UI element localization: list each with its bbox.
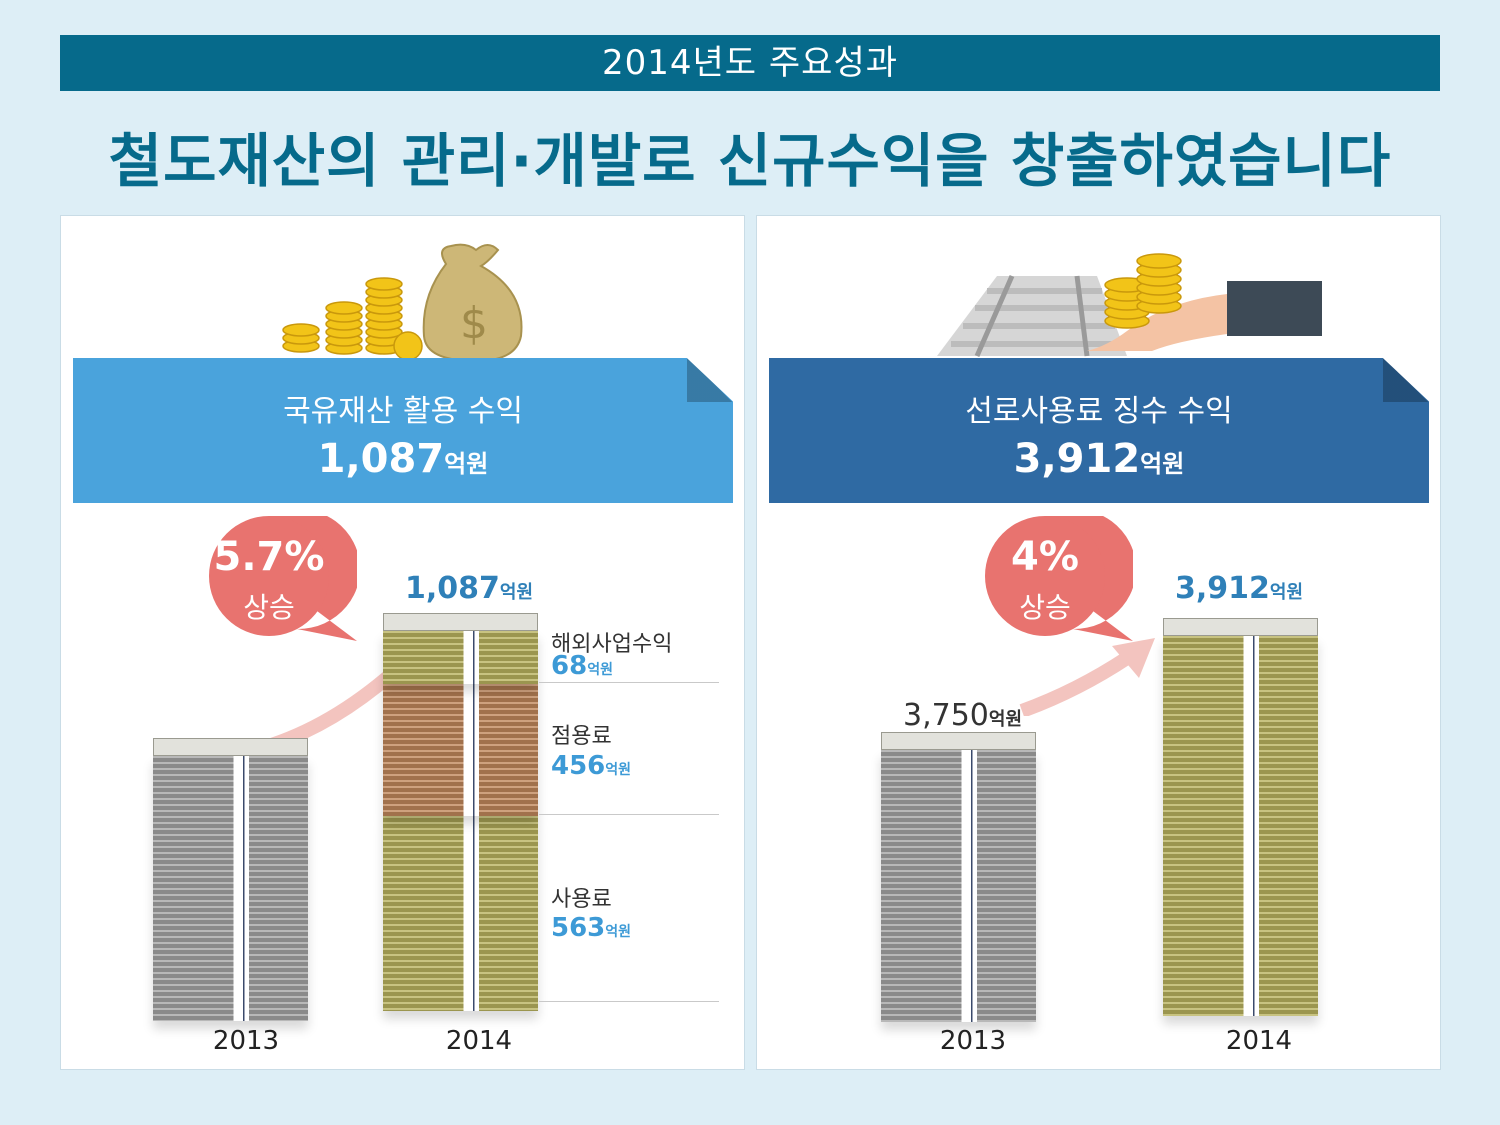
year-label-2014: 2014 <box>1225 1026 1293 1056</box>
ribbon-label: 국유재산 활용 수익 <box>283 394 523 429</box>
ribbon-track-fee-income: 선로사용료 징수 수익 3,912억원 <box>769 358 1429 503</box>
growth-percent: 5.7% <box>213 534 325 580</box>
headline: 철도재산의 관리·개발로 신규수익을 창출하였습니다 <box>108 127 1392 195</box>
coins-moneybag-icon: $ <box>282 243 523 363</box>
bar-2014-overseas <box>383 613 538 684</box>
bar-2014 <box>1163 618 1318 1016</box>
panel-track-fee-income: 선로사용료 징수 수익 3,912억원 4% 상승 3,750억원 3,912억… <box>756 215 1441 1070</box>
growth-arrow-icon <box>1019 638 1155 716</box>
divider <box>539 682 719 683</box>
bar-2014-usage-fee <box>383 816 538 1011</box>
header-bar: 2014년도 주요성과 <box>60 35 1440 91</box>
segment-value-overseas: 68억원 <box>551 651 613 681</box>
growth-word: 상승 <box>243 591 295 624</box>
segment-label-overseas: 해외사업수익 <box>551 632 673 657</box>
rail-track-hand-coins-icon <box>937 253 1322 358</box>
segment-value-usage: 563억원 <box>551 913 632 943</box>
ribbon-value: 1,087억원 <box>317 436 489 482</box>
total-label-2014: 1,087억원 <box>405 571 534 606</box>
segment-label-occupancy: 점용료 <box>551 724 612 749</box>
segment-label-usage: 사용료 <box>551 887 612 912</box>
ribbon-label: 선로사용료 징수 수익 <box>965 394 1233 429</box>
divider <box>539 814 719 815</box>
bar-2013 <box>881 732 1036 1022</box>
divider <box>539 1001 719 1002</box>
ribbon-property-income: 국유재산 활용 수익 1,087억원 <box>73 358 733 503</box>
svg-text:$: $ <box>460 298 488 349</box>
year-label-2013: 2013 <box>212 1026 280 1056</box>
bar-2014-occupancy-fee <box>383 684 538 816</box>
growth-percent: 4% <box>1011 534 1079 580</box>
panel-property-income: $ 국유재산 활용 수익 1,087억원 5.7% 상승 1,087억원 해외사… <box>60 215 745 1070</box>
year-label-2013: 2013 <box>939 1026 1007 1056</box>
growth-bubble: 5.7% 상승 <box>207 516 357 641</box>
header-title: 2014년도 주요성과 <box>601 43 898 83</box>
year-label-2014: 2014 <box>445 1026 513 1056</box>
bar-2013 <box>153 738 308 1021</box>
growth-word: 상승 <box>1019 591 1071 624</box>
growth-bubble: 4% 상승 <box>983 516 1133 641</box>
segment-value-occupancy: 456억원 <box>551 751 632 781</box>
total-label-2014: 3,912억원 <box>1175 571 1304 606</box>
prev-label-2013: 3,750억원 <box>903 698 1023 733</box>
ribbon-value: 3,912억원 <box>1013 436 1185 482</box>
